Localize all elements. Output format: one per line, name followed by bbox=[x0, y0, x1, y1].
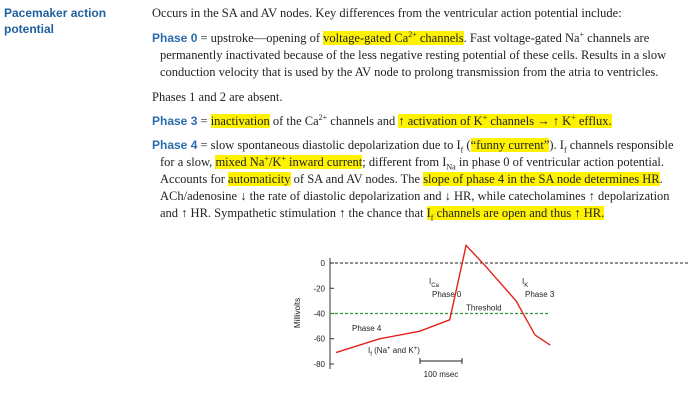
text: I bbox=[426, 206, 431, 220]
annotation-part: K bbox=[524, 283, 528, 289]
y-tick-label: -60 bbox=[313, 335, 325, 344]
annotation: IK bbox=[522, 277, 528, 289]
annotation-part: I bbox=[522, 277, 524, 286]
text: channels are permanently inactivated bec… bbox=[160, 31, 667, 79]
sup: + bbox=[281, 153, 286, 163]
y-axis-label: Millivolts bbox=[293, 298, 302, 328]
highlight: voltage-gated Ca2+ channels bbox=[323, 29, 464, 45]
annotation: Phase 0 bbox=[432, 290, 462, 299]
text: ↑ activation of K bbox=[398, 114, 483, 128]
highlight: “funny current” bbox=[470, 138, 550, 152]
text: channels → ↑ K bbox=[487, 114, 572, 128]
highlight: mixed Na+/K+ inward current bbox=[215, 153, 363, 169]
annotation: Phase 4 bbox=[352, 324, 382, 333]
text: voltage-gated Ca bbox=[323, 31, 409, 45]
highlight: slope of phase 4 in the SA node determin… bbox=[423, 172, 660, 186]
sup: + bbox=[571, 112, 576, 122]
annotation-part: I bbox=[368, 346, 370, 355]
paragraph: Occurs in the SA and AV nodes. Key diffe… bbox=[152, 5, 690, 22]
text: ; different from I bbox=[362, 155, 447, 169]
highlight: ↑ activation of K+ channels → ↑ K+ efflu… bbox=[398, 112, 612, 128]
annotation-part: Ca bbox=[431, 283, 439, 289]
text: of SA and AV nodes. The bbox=[290, 172, 424, 186]
text: = slow spontaneous diastolic depolarizat… bbox=[197, 138, 461, 152]
text: inward current bbox=[285, 155, 363, 169]
label: Phase 0 bbox=[152, 31, 198, 45]
highlight: inactivation bbox=[210, 114, 270, 128]
annotation-part: and K bbox=[391, 346, 415, 355]
annotation: Phase 3 bbox=[525, 290, 555, 299]
text: mixed Na bbox=[215, 155, 265, 169]
text: = bbox=[197, 114, 211, 128]
text: channels and bbox=[327, 114, 399, 128]
curve bbox=[335, 243, 551, 354]
text: = upstroke—opening of bbox=[197, 31, 324, 45]
text: of the Ca bbox=[269, 114, 319, 128]
annotation-part: f bbox=[370, 352, 372, 358]
annotation-part: Phase 0 bbox=[432, 290, 462, 299]
threshold-label: Threshold bbox=[466, 304, 502, 313]
sub: Na bbox=[446, 162, 456, 172]
sup: 2+ bbox=[318, 112, 328, 122]
text: in phase 0 of ventricular action potenti… bbox=[160, 155, 664, 186]
y-tick-label: 0 bbox=[321, 259, 326, 268]
sub: f bbox=[563, 145, 567, 155]
y-tick-label: -20 bbox=[313, 284, 325, 293]
text: . ACh/adenosine ↓ the rate of diastolic … bbox=[160, 172, 670, 220]
highlight: automaticity bbox=[228, 172, 291, 186]
sup: 2+ bbox=[408, 29, 417, 39]
annotation-part: ) bbox=[417, 346, 420, 355]
annotation-part: Phase 3 bbox=[525, 290, 555, 299]
text: ). I bbox=[549, 138, 564, 152]
annotation: ICa bbox=[429, 277, 440, 289]
text: channels bbox=[416, 31, 464, 45]
sub: f bbox=[460, 145, 464, 155]
sup: + bbox=[482, 112, 488, 122]
text: . Fast voltage-gated Na bbox=[463, 31, 580, 45]
y-tick-label: -40 bbox=[313, 310, 325, 319]
text: channels are open and thus ↑ HR. bbox=[433, 206, 605, 220]
text: /K bbox=[268, 155, 282, 169]
text: Occurs in the SA and AV nodes. Key diffe… bbox=[152, 6, 622, 20]
sup: + bbox=[579, 29, 585, 39]
annotation: If (Na+ and K+) bbox=[368, 346, 420, 358]
y-tick-label: -80 bbox=[313, 360, 325, 369]
annotation-part: + bbox=[387, 346, 391, 352]
annotation-part: Phase 4 bbox=[352, 324, 382, 333]
text: ( bbox=[463, 138, 471, 152]
heading: Pacemaker action potential bbox=[4, 6, 107, 36]
annotation-part: (Na bbox=[372, 346, 388, 355]
scale-label: 100 msec bbox=[424, 370, 459, 379]
text: efflux. bbox=[575, 114, 612, 128]
sub: f bbox=[430, 213, 434, 223]
label: Phase 3 bbox=[152, 114, 198, 128]
highlight: If channels are open and thus ↑ HR. bbox=[426, 206, 605, 223]
annotation-part: + bbox=[414, 346, 418, 352]
label: Phase 4 bbox=[152, 138, 198, 152]
paragraph: Phase 0 = upstroke—opening of voltage-ga… bbox=[152, 30, 690, 81]
paragraph: Phase 3 = inactivation of the Ca2+ chann… bbox=[152, 113, 690, 130]
text: channels responsible for a slow, bbox=[160, 138, 674, 169]
sup: + bbox=[264, 153, 269, 163]
paragraph: Phase 4 = slow spontaneous diastolic dep… bbox=[152, 137, 690, 222]
paragraph: Phases 1 and 2 are absent. bbox=[152, 89, 690, 106]
text: Phases 1 and 2 are absent. bbox=[152, 90, 283, 104]
annotation-part: I bbox=[429, 277, 431, 286]
